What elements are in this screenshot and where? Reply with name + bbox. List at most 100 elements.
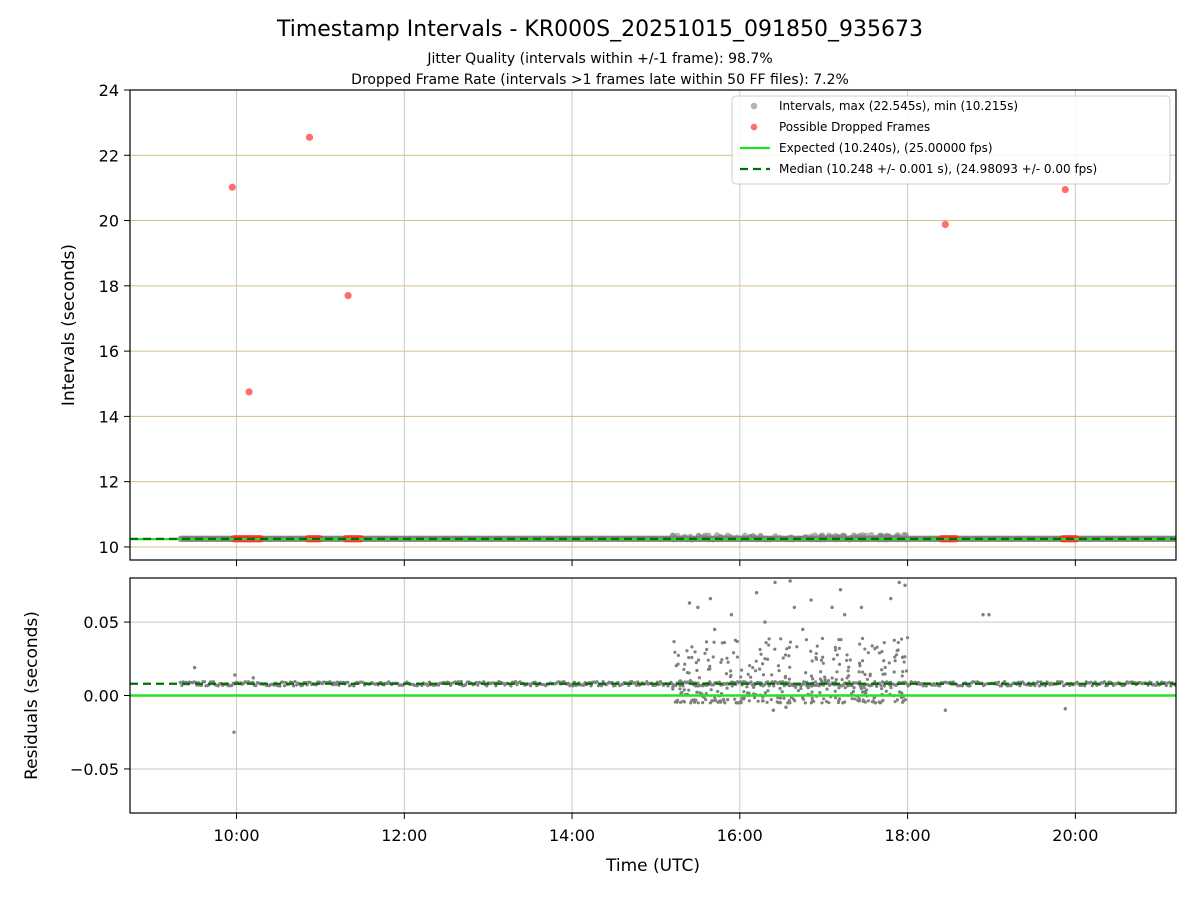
residual-point — [997, 680, 1001, 684]
residual-point — [904, 681, 909, 686]
residual-point — [718, 699, 723, 703]
residual-point — [739, 675, 743, 679]
residual-point — [211, 680, 216, 684]
residual-point — [873, 701, 878, 705]
residual-point — [751, 666, 755, 670]
residual-point — [809, 684, 814, 688]
residual-point — [764, 640, 768, 645]
residual-point — [800, 696, 805, 700]
residual-point — [738, 680, 743, 684]
residual-point — [771, 708, 776, 712]
residual-point — [758, 647, 762, 652]
residual-point — [281, 680, 285, 684]
intervals-y-tick-label: 22 — [99, 146, 119, 165]
residual-point — [739, 668, 744, 672]
residual-point — [254, 684, 258, 688]
residual-point — [1102, 680, 1106, 684]
residual-point — [696, 681, 700, 685]
legend-box — [731, 95, 1171, 185]
residual-point — [853, 697, 857, 701]
intervals-panel: 10 12 14 16 18 20 22 24 — [99, 81, 1177, 566]
residual-point — [903, 655, 907, 659]
residual-point — [846, 684, 850, 688]
residual-point — [810, 690, 814, 694]
residual-point — [960, 684, 965, 688]
residual-point — [863, 647, 867, 651]
residual-point — [880, 686, 884, 691]
residual-point — [724, 672, 729, 676]
residual-point — [759, 652, 763, 656]
dropped-frame-point — [245, 388, 253, 396]
residual-point — [334, 682, 338, 687]
residual-point — [695, 690, 699, 694]
residual-point — [731, 651, 736, 655]
residual-point — [725, 656, 729, 660]
residual-point — [938, 684, 942, 688]
residual-point — [726, 698, 730, 702]
residual-point — [749, 680, 753, 684]
residual-point — [722, 640, 727, 645]
residual-point — [863, 700, 867, 704]
residual-point — [571, 684, 575, 688]
residual-point — [884, 689, 888, 693]
residual-point — [802, 680, 806, 684]
residual-point — [754, 590, 759, 595]
residual-point — [1003, 680, 1007, 684]
residual-point — [708, 596, 713, 601]
residual-point — [688, 678, 692, 683]
residual-point — [784, 705, 788, 709]
residual-point — [783, 674, 788, 679]
residual-point — [713, 695, 717, 700]
residual-point — [818, 691, 822, 695]
residual-point — [589, 684, 593, 688]
residual-point — [691, 698, 696, 702]
residual-point — [595, 680, 599, 684]
residual-point — [682, 688, 686, 692]
residual-point — [760, 699, 765, 703]
residual-point — [903, 583, 907, 588]
residual-point — [882, 684, 886, 688]
residual-point — [778, 686, 782, 691]
residual-point — [459, 679, 463, 684]
residual-point — [763, 657, 767, 661]
residual-point — [426, 683, 430, 688]
residual-point — [902, 660, 906, 664]
residual-point — [720, 658, 724, 662]
residual-point — [683, 662, 687, 666]
residual-point — [847, 680, 851, 684]
residual-point — [905, 636, 910, 640]
x-tick-label: 14:00 — [549, 826, 595, 845]
residual-point — [897, 580, 901, 585]
residual-point — [843, 700, 847, 704]
residual-point — [861, 698, 865, 702]
residual-point — [794, 685, 798, 689]
residual-point — [842, 613, 847, 617]
residual-point — [747, 691, 751, 695]
residual-point — [645, 680, 649, 684]
residual-point — [730, 684, 734, 688]
residual-point — [729, 673, 733, 678]
residual-point — [785, 647, 789, 651]
residual-point — [657, 682, 661, 687]
residual-point — [875, 684, 879, 689]
residual-point — [809, 649, 813, 653]
residual-point — [291, 684, 296, 688]
residual-point — [754, 659, 758, 663]
residual-point — [851, 689, 856, 694]
x-axis-label: Time (UTC) — [605, 856, 700, 876]
residual-point — [1089, 680, 1093, 684]
residual-point — [758, 667, 762, 671]
residual-point — [896, 640, 900, 645]
residuals-y-axis-label: Residuals (seconds) — [22, 611, 42, 780]
residual-point — [770, 673, 774, 677]
residual-point — [698, 691, 702, 695]
residual-point — [795, 645, 799, 649]
residual-point — [860, 636, 865, 641]
legend-entry-label: Median (10.248 +/- 0.001 s), (24.98093 +… — [779, 162, 1097, 176]
residual-point — [690, 645, 694, 649]
residual-point — [1043, 684, 1048, 688]
residual-point — [887, 661, 891, 665]
residual-point — [889, 596, 893, 601]
residual-point — [901, 669, 905, 674]
residual-point — [833, 689, 837, 693]
